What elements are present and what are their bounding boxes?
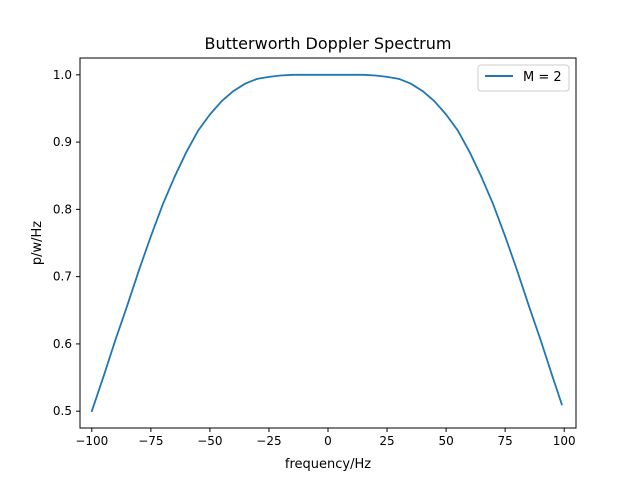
data-point bbox=[138, 269, 140, 271]
data-point bbox=[492, 203, 495, 206]
series-layer bbox=[90, 73, 563, 413]
data-point bbox=[268, 76, 270, 78]
y-tick-label: 0.6 bbox=[53, 337, 72, 351]
data-point bbox=[374, 74, 377, 77]
y-tick-label: 1.0 bbox=[53, 68, 72, 82]
legend-label-m2: M = 2 bbox=[523, 70, 562, 85]
data-point bbox=[209, 113, 211, 116]
x-tick-label: 75 bbox=[498, 434, 513, 448]
data-point bbox=[150, 235, 152, 238]
x-tick-label: 0 bbox=[324, 434, 332, 448]
data-point bbox=[398, 78, 400, 80]
x-tick-label: −75 bbox=[138, 434, 163, 448]
data-point bbox=[409, 82, 412, 85]
data-point bbox=[539, 339, 542, 341]
data-point bbox=[161, 203, 164, 206]
data-point bbox=[291, 74, 294, 76]
data-point bbox=[114, 339, 117, 341]
data-point bbox=[527, 304, 530, 307]
data-point bbox=[197, 129, 199, 132]
y-tick-label: 0.8 bbox=[53, 202, 72, 216]
data-point bbox=[279, 74, 282, 77]
data-point bbox=[421, 90, 424, 92]
data-point bbox=[327, 74, 329, 76]
data-point bbox=[445, 113, 447, 116]
data-point bbox=[91, 410, 93, 412]
x-tick-label: −25 bbox=[256, 434, 281, 448]
data-point bbox=[173, 176, 176, 178]
x-axis: −100 −75 −50 −25 0 25 50 75 100 bbox=[75, 428, 576, 448]
x-tick-label: 100 bbox=[553, 434, 576, 448]
y-axis-label: p/w/Hz bbox=[30, 221, 45, 265]
y-tick-label: 0.9 bbox=[53, 135, 72, 149]
data-point bbox=[220, 100, 223, 102]
data-point bbox=[386, 76, 388, 78]
data-point bbox=[457, 129, 459, 132]
x-axis-label: frequency/Hz bbox=[285, 457, 371, 472]
data-point bbox=[468, 151, 471, 153]
y-tick-label: 0.5 bbox=[53, 404, 72, 418]
data-point bbox=[350, 74, 353, 76]
chart-title: Butterworth Doppler Spectrum bbox=[205, 34, 452, 53]
data-point bbox=[339, 74, 341, 76]
data-point bbox=[303, 74, 306, 76]
data-point bbox=[244, 82, 247, 85]
x-tick-label: −100 bbox=[75, 434, 108, 448]
data-point bbox=[504, 235, 506, 238]
legend-box bbox=[477, 64, 570, 92]
x-tick-label: −50 bbox=[197, 434, 222, 448]
data-point bbox=[480, 176, 483, 178]
data-point bbox=[185, 151, 188, 153]
x-tick-label: 50 bbox=[438, 434, 453, 448]
data-point bbox=[126, 304, 129, 307]
data-point bbox=[315, 74, 317, 76]
y-axis: 0.5 0.6 0.7 0.8 0.9 1.0 bbox=[53, 68, 80, 418]
legend: M = 2 bbox=[477, 64, 570, 92]
data-point bbox=[433, 100, 436, 102]
data-point bbox=[102, 375, 105, 378]
y-tick-label: 0.7 bbox=[53, 270, 72, 284]
data-point bbox=[516, 269, 518, 271]
data-point bbox=[561, 403, 563, 406]
data-point bbox=[232, 90, 235, 92]
data-point bbox=[256, 78, 258, 80]
data-point bbox=[551, 375, 554, 378]
data-point bbox=[362, 74, 365, 76]
x-tick-label: 25 bbox=[379, 434, 394, 448]
